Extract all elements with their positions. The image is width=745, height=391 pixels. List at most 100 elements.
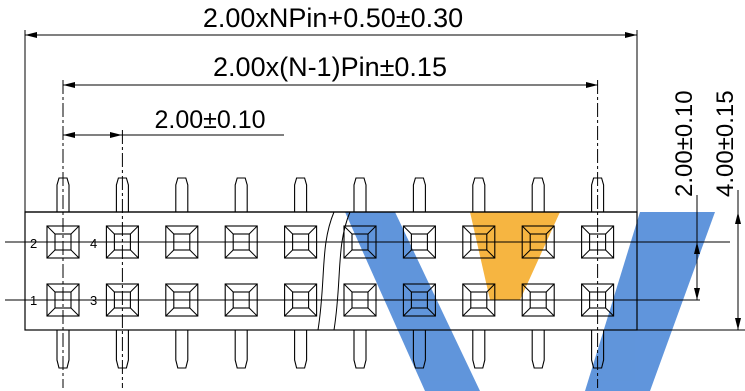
pin-cavity-bevel — [581, 249, 590, 259]
pin-cavity-bevel — [427, 283, 436, 293]
pin-cavity-bevel — [308, 249, 317, 259]
pin-cavity-bevel — [367, 307, 377, 317]
pin-cavity-bevel — [486, 225, 496, 235]
pin-cavity-bevel — [308, 307, 317, 317]
pin-lead-bottom — [472, 330, 486, 369]
pin-cavity-bevel — [462, 283, 472, 293]
pin-cavity-bevel — [403, 225, 412, 235]
pin-cavity-bevel — [605, 307, 614, 317]
pin-lead-top — [234, 177, 248, 212]
pin-cavity-bevel — [521, 283, 531, 293]
pin-cavity-bevel — [605, 249, 614, 259]
pin-cavity-bevel — [189, 249, 199, 259]
watermark-blue-right — [585, 212, 715, 391]
pin-cavity-bevel — [189, 283, 199, 293]
pitch-span-dimension: 2.00x(N-1)Pin±0.15 — [63, 52, 598, 88]
pin-lead-top — [175, 177, 189, 212]
pin-cavity-bevel — [70, 283, 80, 293]
pin-cavity-bevel — [284, 283, 293, 293]
pin-cavity-bevel — [106, 283, 115, 293]
row-centerlines — [5, 241, 730, 301]
pin-cavity-bevel — [248, 307, 258, 317]
pin-cavity-bevel — [224, 283, 234, 293]
pin-lead-top — [353, 177, 367, 212]
pin-cavity-bevel — [106, 225, 115, 235]
overall-length-dimension: 2.00xNPin+0.50±0.30 — [24, 3, 638, 212]
pin-cavity-bevel — [343, 283, 353, 293]
pin-cavity-bevel — [308, 225, 317, 235]
pin-lead-bottom — [531, 330, 545, 369]
pin-cavity-bevel — [545, 283, 555, 293]
pin-cavity-bevel — [367, 225, 377, 235]
pin-pitch-dimension: 2.00±0.10 — [63, 106, 284, 138]
pin-cavity-bevel — [106, 249, 115, 259]
overall-length-label: 2.00xNPin+0.50±0.30 — [203, 3, 463, 33]
pin-cavity-bevel — [165, 307, 175, 317]
connector-body — [24, 211, 638, 331]
pin-cavity-bevel — [521, 307, 531, 317]
pin-cavity-bevel — [46, 307, 56, 317]
pin-cavity-bevel — [46, 283, 56, 293]
pin-label-4: 4 — [90, 236, 97, 251]
pin-lead-bottom — [175, 330, 189, 369]
pin-cavity-bevel — [581, 283, 590, 293]
watermark-orange — [470, 212, 560, 300]
pin-cavity-bevel — [224, 225, 234, 235]
pin-cavity-bevel — [248, 225, 258, 235]
pin-cavity-bevel — [165, 225, 175, 235]
pin-cavity-bevel — [165, 249, 175, 259]
pin-cavity-bevel — [308, 283, 317, 293]
body-height-label: 4.00±0.15 — [712, 90, 739, 197]
pin-cavity-bevel — [545, 307, 555, 317]
pin-label-1: 1 — [30, 293, 37, 308]
pin-cavity-bevel — [70, 225, 80, 235]
pin-cavity-bevel — [130, 225, 139, 235]
break-lines — [317, 211, 351, 331]
pin-array — [46, 80, 615, 388]
pin-cavity-bevel — [605, 225, 614, 235]
pin-cavity-bevel — [427, 249, 436, 259]
pin-cavity-bevel — [284, 225, 293, 235]
pin-cavity-bevel — [46, 249, 56, 259]
pin-lead-bottom — [294, 330, 308, 369]
pin-cavity-bevel — [367, 283, 377, 293]
row-pitch-label: 2.00±0.10 — [671, 90, 698, 197]
pin-cavity-bevel — [248, 249, 258, 259]
pin-cavity-bevel — [521, 225, 531, 235]
pin-cavity-bevel — [462, 225, 472, 235]
pin-cavity-bevel — [130, 249, 139, 259]
pin-cavity-bevel — [284, 307, 293, 317]
vertical-dimensions: 2.00±0.10 4.00±0.15 — [637, 90, 745, 331]
pin-cavity-bevel — [224, 307, 234, 317]
pin-cavity-bevel — [427, 307, 436, 317]
pin-lead-top — [412, 177, 426, 212]
pin-cavity-bevel — [581, 225, 590, 235]
pin-cavity-bevel — [224, 249, 234, 259]
pin-cavity-bevel — [403, 307, 412, 317]
pin-cavity-bevel — [427, 225, 436, 235]
pin-cavity-bevel — [486, 283, 496, 293]
pin-cavity-bevel — [70, 249, 80, 259]
pin-cavity-bevel — [403, 249, 412, 259]
pitch-span-label: 2.00x(N-1)Pin±0.15 — [213, 52, 447, 82]
pin-cavity-bevel — [343, 307, 353, 317]
pin-cavity-bevel — [46, 225, 56, 235]
pin-cavity-bevel — [106, 307, 115, 317]
watermark-blue-left — [345, 212, 480, 391]
pin-pitch-label: 2.00±0.10 — [154, 106, 265, 134]
pin-lead-top — [294, 177, 308, 212]
pin-cavity-bevel — [70, 307, 80, 317]
pin-cavity-bevel — [521, 249, 531, 259]
pin-cavity-bevel — [367, 249, 377, 259]
pin-lead-bottom — [353, 330, 367, 369]
pin-cavity-bevel — [284, 249, 293, 259]
pin-cavity-bevel — [343, 249, 353, 259]
pin-cavity-bevel — [130, 307, 139, 317]
pin-cavity-bevel — [248, 283, 258, 293]
pin-cavity-bevel — [545, 249, 555, 259]
pin-label-2: 2 — [30, 236, 37, 251]
pin-lead-bottom — [412, 330, 426, 369]
pin-lead-top — [531, 177, 545, 212]
pin-lead-bottom — [234, 330, 248, 369]
